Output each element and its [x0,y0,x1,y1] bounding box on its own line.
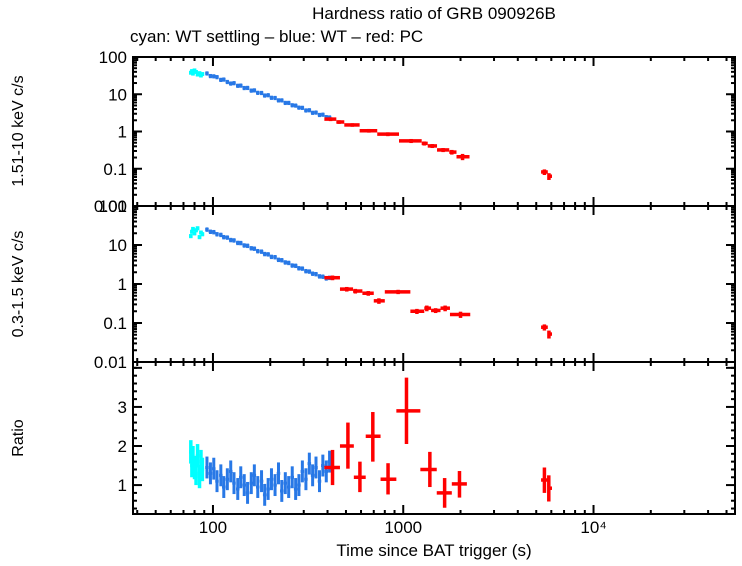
panel-hard_band-data [189,68,552,180]
y-tick-label-soft_band: 0.1 [103,314,127,333]
panel-frame-soft_band [132,205,736,363]
axis-ticks [133,56,735,514]
y-tick-label-ratio: 3 [118,398,127,417]
y-axis-label-soft-band: 0.3-1.5 keV c/s [10,230,27,338]
y-tick-label-hard_band: 10 [108,85,127,104]
y-tick-label-soft_band: 1 [118,275,127,294]
panel-ratio-data [189,377,552,508]
y-tick-label-soft_band: 10 [108,236,127,255]
panel-soft_band-data [189,226,552,339]
y-tick-label-ratio: 2 [118,437,127,456]
chart-subtitle-legend: cyan: WT settling – blue: WT – red: PC [130,27,424,46]
y-tick-label-soft_band: 100 [99,197,127,216]
y-axis-label-ratio: Ratio [10,419,27,457]
x-axis-label: Time since BAT trigger (s) [336,541,532,560]
panel-frames [132,56,736,515]
chart-title: Hardness ratio of GRB 090926B [312,4,556,23]
y-tick-label-soft_band: 0.01 [94,353,127,372]
y-tick-label-hard_band: 1 [118,123,127,142]
y-tick-label-hard_band: 0.1 [103,160,127,179]
y-tick-label-hard_band: 0.01 [94,197,127,216]
x-tick-label: 10⁴ [580,518,606,537]
x-tick-label: 1000 [384,518,422,537]
y-tick-label-hard_band: 100 [99,48,127,67]
x-tick-label: 100 [199,518,227,537]
y-tick-label-ratio: 1 [118,476,127,495]
